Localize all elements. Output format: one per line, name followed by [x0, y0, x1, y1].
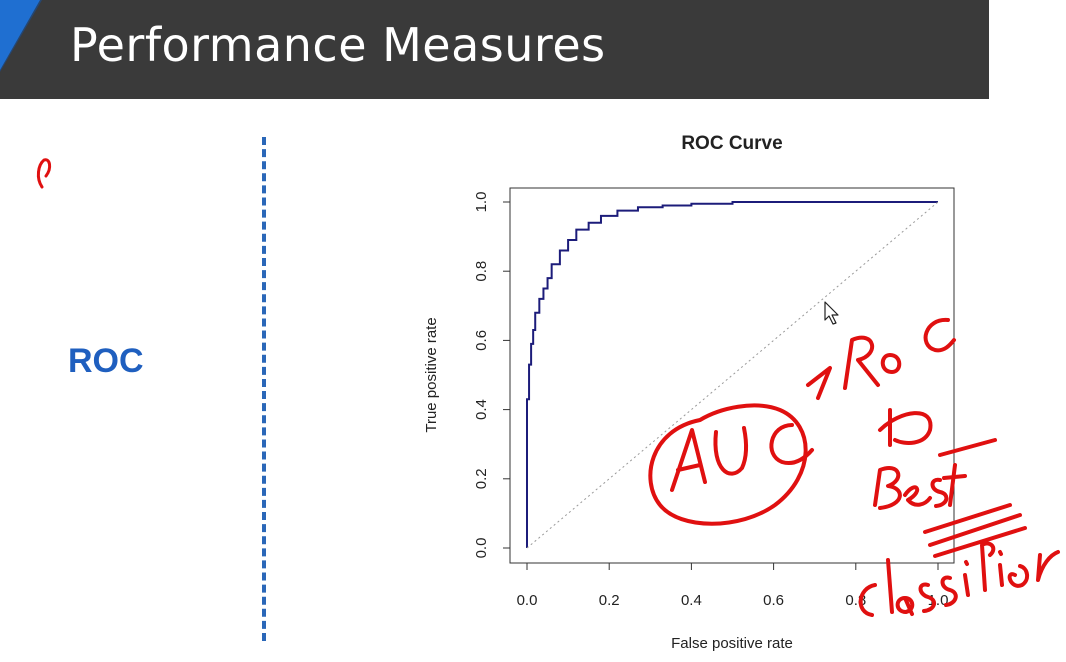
x-tick-label: 0.4	[681, 592, 702, 609]
roc-curve-line	[526, 201, 938, 548]
y-tick-label: 1.0	[473, 192, 490, 213]
x-tick-label: 0.0	[517, 592, 538, 609]
x-axis: 0.0 0.2 0.4 0.6 0.8 1.0	[517, 563, 949, 609]
x-tick-label: 0.2	[599, 592, 620, 609]
y-tick-label: 0.0	[473, 538, 490, 559]
y-tick-label: 0.6	[473, 330, 490, 351]
roc-side-label: ROC	[68, 342, 144, 380]
x-axis-title: False positive rate	[671, 635, 793, 652]
random-diagonal-line	[526, 201, 939, 549]
x-tick-label: 0.8	[845, 592, 866, 609]
dashed-divider	[262, 137, 266, 641]
y-axis: 0.0 0.2 0.4 0.6 0.8 1.0	[473, 192, 510, 559]
title-bar: Performance Measures	[0, 0, 989, 99]
chart-title: ROC Curve	[681, 133, 782, 154]
x-tick-label: 0.6	[763, 592, 784, 609]
slide-title: Performance Measures	[70, 18, 606, 72]
y-tick-label: 0.4	[473, 399, 490, 420]
y-axis-title: True positive rate	[423, 317, 440, 432]
title-accent	[0, 0, 40, 70]
y-tick-label: 0.8	[473, 261, 490, 282]
series-layer	[526, 201, 939, 549]
x-tick-label: 1.0	[928, 592, 949, 609]
y-tick-label: 0.2	[473, 468, 490, 489]
